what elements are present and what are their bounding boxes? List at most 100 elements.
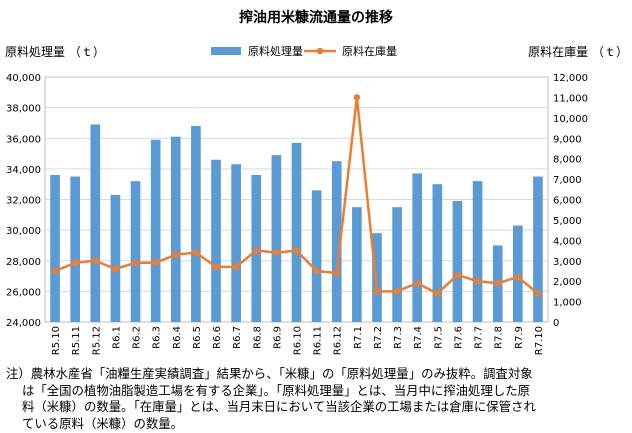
y-left-tick-label: 32,000 [6,196,41,207]
line-point [71,259,79,267]
bar [211,159,221,322]
y-left-axis-label: 原料処理量 （ｔ） [5,45,105,59]
line-point [313,267,320,275]
bar [231,164,241,322]
x-tick-label: R7.1 [353,326,364,349]
y-right-tick-label: 0 [553,318,559,329]
legend-line-marker [316,47,324,55]
bar [50,175,60,322]
x-tick-label: R6.9 [272,326,283,349]
line-point [333,269,341,277]
x-tick-label: R6.6 [212,326,223,349]
legend-bar-swatch [211,47,241,55]
x-tick-label: R7.7 [474,326,485,349]
y-left-tick-label: 24,000 [6,318,41,329]
line-point [373,288,381,295]
x-tick-label: R7.5 [433,326,444,349]
y-right-tick-label: 12,000 [553,73,588,84]
line-point [92,257,99,265]
x-tick-label: R6.2 [132,326,143,349]
line-point [454,271,461,279]
line-point [353,94,361,101]
footnote: 注）農林水産省「油糧生産実績調査」結果から、「米糠」の「原料処理量」のみ抜粋。調… [6,366,626,432]
bar [70,176,81,322]
y-right-tick-label: 5,000 [553,216,582,227]
x-tick-label: R7.10 [534,326,545,355]
line-point [252,247,260,254]
bar [452,201,463,322]
y-left-tick-label: 28,000 [6,257,41,268]
y-right-tick-label: 3,000 [553,257,582,268]
legend-bar-label: 原料処理量 [248,44,303,58]
bar [512,225,523,322]
x-tick-label: R7.3 [393,326,404,349]
x-tick-label: R7.8 [494,326,505,349]
bar [110,194,121,322]
line-point [474,277,481,285]
line-point [172,251,180,258]
line-point [112,265,119,273]
x-tick-label: R7.4 [413,326,424,349]
line-point [293,247,300,254]
line-point [393,288,401,295]
x-tick-label: R7.9 [514,326,525,349]
bar [311,190,322,322]
y-right-tick-label: 10,000 [553,114,588,125]
footnote-line-3: 料（米糠）の数量。「在庫量」とは、当月末日において当該企業の工場または倉庫に保管… [22,399,536,414]
bar [331,161,342,322]
y-left-tick-label: 38,000 [6,104,41,115]
x-tick-label: R6.12 [333,326,344,355]
bar [372,233,382,322]
x-tick-label: R7.2 [373,326,384,349]
bar [130,181,141,322]
y-left-tick-label: 30,000 [6,226,41,237]
chart-area: 搾油用米糠流通量の推移 原料処理量 （ｔ） 原料在庫量 （ｔ） 24,000 26,00… [5,9,628,355]
x-tick-label: R6.8 [252,326,263,349]
x-tick-label: R6.3 [152,326,163,349]
x-tick-label: R6.10 [293,326,304,355]
y-left-tick-label: 34,000 [6,165,41,176]
x-tick-label: R6.4 [172,326,183,349]
x-tick-label: R6.5 [192,326,203,349]
footnote-line-2: は「全国の植物油脂製造工場を有する企業」。「原料処理量」とは、当月中に搾油処理し… [22,382,531,398]
line-point [212,263,220,271]
x-tick-label: R6.11 [313,326,324,355]
line-point [232,263,240,271]
bar [352,207,362,322]
line-point [273,249,280,256]
bar [291,142,302,322]
bar [271,155,282,322]
y-right-tick-label: 7,000 [553,175,582,186]
footnote-line-1: 注）農林水産省「油糧生産実績調査」結果から、「米糠」の「原料処理量」のみ抜粋。調… [6,366,533,381]
x-tick-label: R5.11 [71,326,82,355]
y-left-tick-label: 40,000 [6,73,41,84]
y-right-tick-label: 6,000 [553,196,582,207]
y-right-tick-label: 11,000 [553,93,588,104]
y-left-tick-label: 26,000 [6,287,41,298]
bar [191,126,201,322]
y-right-tick-label: 8,000 [553,155,582,166]
legend-line-label: 原料在庫量 [342,44,397,58]
line-point [152,259,159,267]
line-point [192,249,200,256]
x-tick-label: R5.12 [91,326,102,355]
line-point [434,290,441,297]
x-tick-label: R6.1 [111,326,122,349]
y-right-tick-label: 2,000 [553,277,582,288]
x-tick-label: R7.6 [453,326,464,349]
y-right-axis-label: 原料在庫量 （ｔ） [528,45,628,59]
x-tick-label: R6.7 [232,326,243,349]
y-right-tick-label: 4,000 [553,236,582,247]
bar [392,207,402,322]
bar [472,181,483,322]
bar [150,139,161,322]
line-point [494,279,502,287]
y-right-tick-label: 1,000 [553,298,582,309]
bar [432,184,443,322]
x-tick-label: R5.10 [51,326,62,355]
bar [412,173,423,322]
line-point [132,259,139,267]
line-point [514,273,522,281]
footnote-line-4: ている原料（米糠）の数量。 [22,415,184,431]
